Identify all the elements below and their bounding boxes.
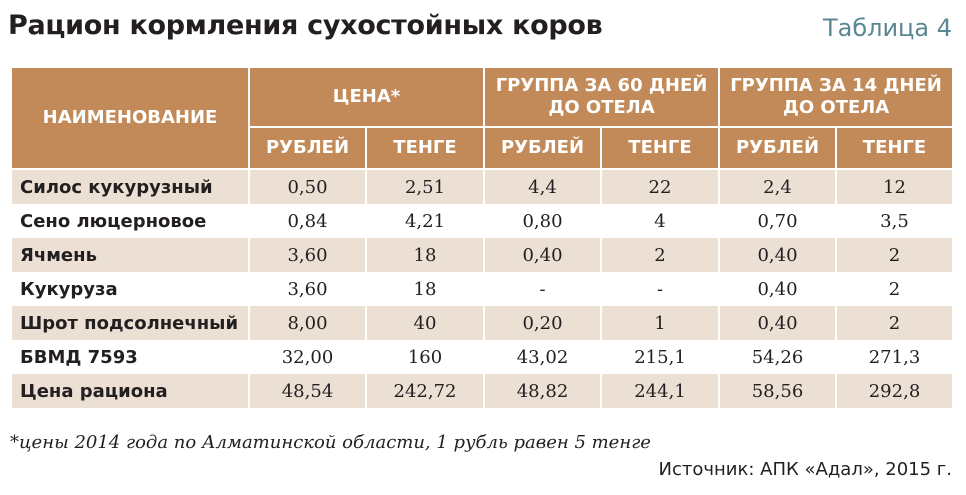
cell-value: 0,50 [248, 169, 367, 204]
table-row: Силос кукурузный 0,50 2,51 4,4 22 2,4 12 [10, 169, 954, 204]
table-number-label: Таблица 4 [822, 14, 952, 42]
header-name: НАИМЕНОВАНИЕ [10, 66, 250, 170]
cell-value: 2,51 [365, 169, 485, 204]
cell-value: 54,26 [718, 340, 837, 374]
cell-value: 58,56 [718, 374, 837, 408]
cell-value: 43,02 [483, 340, 602, 374]
row-name: БВМД 7593 [10, 340, 250, 374]
cell-value: 48,82 [483, 374, 602, 408]
cell-value: 40 [365, 306, 485, 340]
source-credit: Источник: АПК «Адал», 2015 г. [658, 459, 952, 480]
cell-value: 2 [835, 238, 954, 272]
cell-value: 2 [835, 272, 954, 306]
cell-value: 2 [835, 306, 954, 340]
cell-value: 18 [365, 272, 485, 306]
row-name: Цена рациона [10, 374, 250, 408]
cell-value: 8,00 [248, 306, 367, 340]
cell-value: 215,1 [600, 340, 720, 374]
cell-value: 242,72 [365, 374, 485, 408]
cell-value: 0,40 [718, 238, 837, 272]
page-title: Рацион кормления сухостойных коров [8, 10, 603, 41]
table-row: Ячмень 3,60 18 0,40 2 0,40 2 [10, 238, 954, 272]
cell-value: 2,4 [718, 169, 837, 204]
cell-value: - [483, 272, 602, 306]
header-group-14: ГРУППА ЗА 14 ДНЕЙ ДО ОТЕЛА [718, 66, 954, 128]
cell-value: 271,3 [835, 340, 954, 374]
header-group-60: ГРУППА ЗА 60 ДНЕЙ ДО ОТЕЛА [483, 66, 720, 128]
cell-value: - [600, 272, 720, 306]
cell-value: 12 [835, 169, 954, 204]
header-price: ЦЕНА* [248, 66, 485, 128]
ration-table: НАИМЕНОВАНИЕ ЦЕНА* ГРУППА ЗА 60 ДНЕЙ ДО … [10, 66, 954, 408]
row-name: Силос кукурузный [10, 169, 250, 204]
cell-value: 32,00 [248, 340, 367, 374]
subheader-tenge: ТЕНГЕ [365, 126, 485, 170]
cell-value: 48,54 [248, 374, 367, 408]
footnote: *цены 2014 года по Алматинской области, … [10, 432, 651, 453]
cell-value: 160 [365, 340, 485, 374]
cell-value: 0,70 [718, 204, 837, 238]
row-name: Шрот подсолнечный [10, 306, 250, 340]
table-row: Сено люцерновое 0,84 4,21 0,80 4 0,70 3,… [10, 204, 954, 238]
cell-value: 0,84 [248, 204, 367, 238]
cell-value: 244,1 [600, 374, 720, 408]
cell-value: 18 [365, 238, 485, 272]
cell-value: 0,40 [718, 306, 837, 340]
row-name: Ячмень [10, 238, 250, 272]
subheader-rub: РУБЛЕЙ [718, 126, 837, 170]
table-row: Шрот подсолнечный 8,00 40 0,20 1 0,40 2 [10, 306, 954, 340]
row-name: Кукуруза [10, 272, 250, 306]
cell-value: 0,40 [718, 272, 837, 306]
cell-value: 4,21 [365, 204, 485, 238]
table-row: Кукуруза 3,60 18 - - 0,40 2 [10, 272, 954, 306]
cell-value: 0,40 [483, 238, 602, 272]
cell-value: 3,60 [248, 238, 367, 272]
cell-value: 3,60 [248, 272, 367, 306]
cell-value: 0,20 [483, 306, 602, 340]
subheader-rub: РУБЛЕЙ [483, 126, 602, 170]
cell-value: 3,5 [835, 204, 954, 238]
cell-value: 2 [600, 238, 720, 272]
table-row-total: Цена рациона 48,54 242,72 48,82 244,1 58… [10, 374, 954, 408]
cell-value: 1 [600, 306, 720, 340]
subheader-rub: РУБЛЕЙ [248, 126, 367, 170]
cell-value: 22 [600, 169, 720, 204]
subheader-tenge: ТЕНГЕ [835, 126, 954, 170]
table-row: БВМД 7593 32,00 160 43,02 215,1 54,26 27… [10, 340, 954, 374]
cell-value: 4 [600, 204, 720, 238]
cell-value: 0,80 [483, 204, 602, 238]
row-name: Сено люцерновое [10, 204, 250, 238]
cell-value: 4,4 [483, 169, 602, 204]
cell-value: 292,8 [835, 374, 954, 408]
subheader-tenge: ТЕНГЕ [600, 126, 720, 170]
